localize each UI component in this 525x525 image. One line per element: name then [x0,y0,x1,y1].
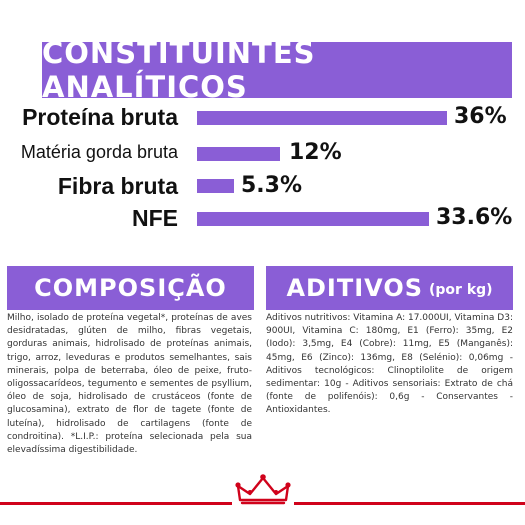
nutrient-label-protein: Proteína bruta [22,104,178,130]
additives-title-suffix: (por kg) [429,282,493,298]
additives-text: Aditivos nutritivos: Vitamina A: 17.000U… [266,313,513,416]
composition-title-banner: COMPOSIÇÃO [7,266,254,310]
crown-icon [232,470,294,506]
composition-title: COMPOSIÇÃO [34,274,227,302]
nutrient-value-fat: 12% [289,140,342,165]
nutrient-bar-nfe [197,212,429,226]
nutrient-label-fat: Matéria gorda bruta [20,142,178,162]
analytical-title-banner: CONSTITUINTES ANALÍTICOS [42,36,512,104]
nutrient-value-nfe: 33.6% [436,205,513,230]
analytical-title: CONSTITUINTES ANALÍTICOS [42,36,316,104]
nutrient-label-fibre: Fibra bruta [57,173,178,199]
nutrient-label-nfe: NFE [132,205,178,231]
nutrient-bar-protein [197,111,447,125]
nutrient-bar-fat [197,147,280,161]
nutrient-value-protein: 36% [454,104,507,129]
nutrient-bar-fibre [197,179,234,193]
additives-title: ADITIVOS [286,274,424,302]
nutrient-value-fibre: 5.3% [241,173,303,198]
additives-title-banner: ADITIVOS (por kg) [266,266,513,310]
composition-text: Milho, isolado de proteína vegetal*, pro… [7,313,252,456]
